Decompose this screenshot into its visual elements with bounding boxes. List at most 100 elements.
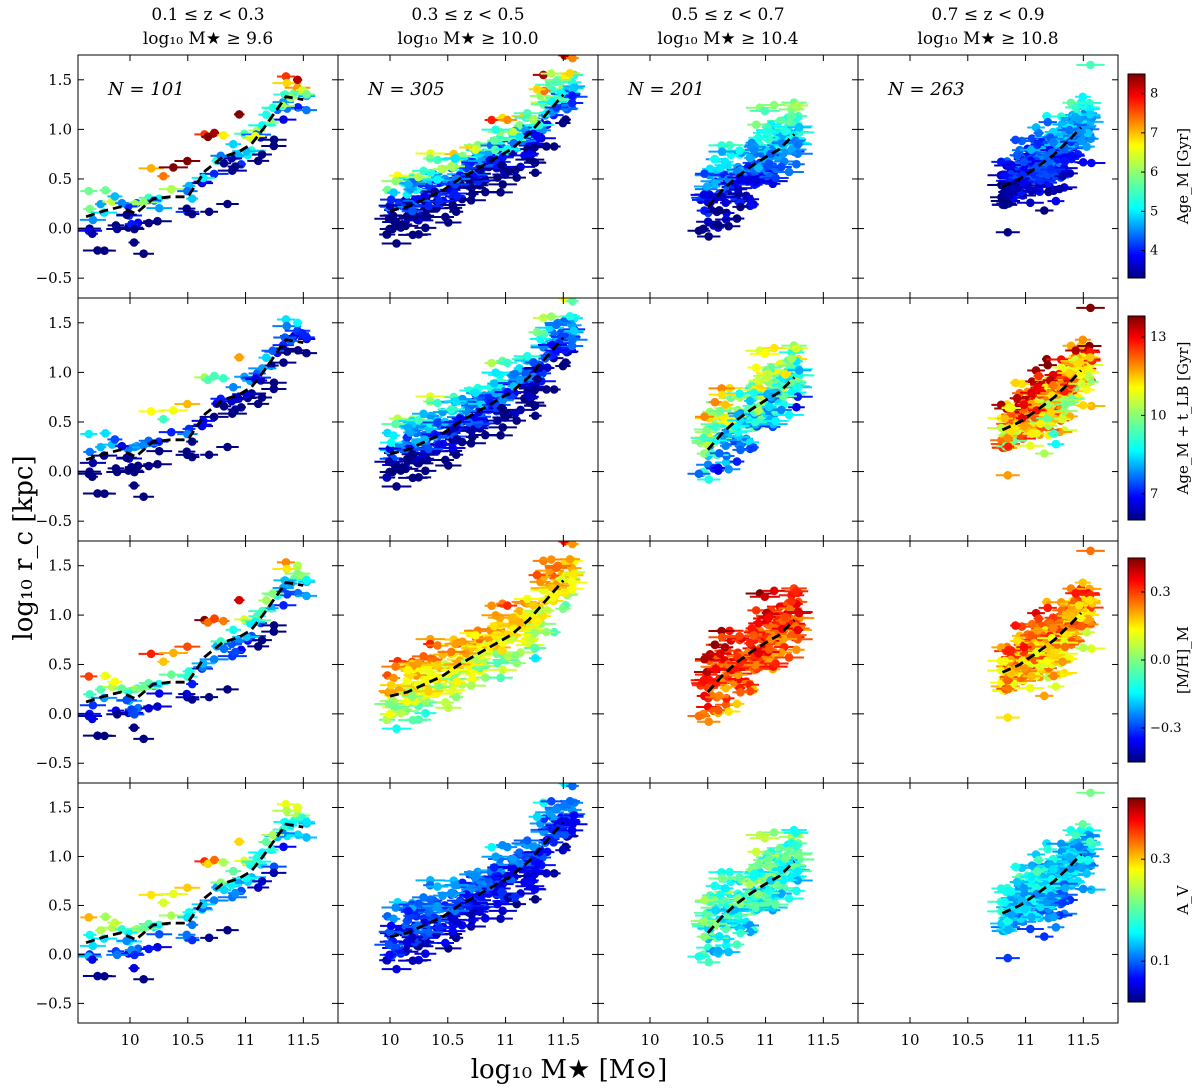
scatter-points [687,98,815,241]
data-point [1049,380,1058,390]
data-point [503,601,512,610]
data-point [569,83,579,93]
data-point [183,156,192,166]
data-point [269,141,279,151]
data-point [700,206,709,215]
data-point [493,173,502,182]
data-point [461,163,471,173]
data-point [144,461,154,471]
data-point [122,453,131,463]
data-point [187,194,197,203]
data-point [760,349,770,359]
data-point [793,625,803,635]
data-point [101,186,110,195]
data-point [716,406,725,416]
data-point [169,163,178,172]
data-point [539,556,548,566]
data-point [1017,379,1027,389]
data-point [694,469,704,479]
data-point [498,423,508,432]
data-point [530,142,540,152]
data-point [551,320,561,330]
data-point [448,686,457,695]
data-point [228,139,238,149]
data-point [1026,198,1035,208]
data-point [777,648,786,657]
data-point [1071,103,1080,112]
data-point [791,101,801,110]
data-point [529,600,538,610]
data-point [110,677,120,687]
data-point [129,723,139,733]
data-point [253,156,263,166]
data-point [153,459,162,469]
data-point [403,665,413,675]
data-point [421,708,430,718]
data-point [735,389,744,398]
data-point [1027,388,1036,398]
data-point [794,366,804,375]
data-point [302,348,311,358]
sample-size-label: N = 305 [367,79,445,100]
panel-r2-c3 [597,297,859,542]
data-point [452,192,462,201]
data-point [1034,371,1043,381]
data-point [100,489,109,498]
data-point [87,229,97,239]
data-point [532,570,542,580]
data-point [542,142,551,151]
data-point [88,215,98,225]
data-point [279,358,288,367]
data-point [1065,125,1074,135]
data-point [568,541,577,549]
data-point [724,221,733,231]
data-point [447,405,456,414]
data-point [261,110,271,119]
data-point [139,492,148,501]
data-point [1049,137,1058,147]
data-point [219,131,228,140]
data-point [715,691,724,700]
data-point [110,435,120,444]
data-point [1043,157,1053,166]
data-point [389,188,398,197]
data-point [717,626,726,636]
data-point [421,466,430,476]
data-point [567,334,577,343]
data-point [754,619,763,628]
data-point [1082,385,1092,394]
data-point [1049,186,1058,195]
data-point [302,90,311,99]
data-point [754,649,763,658]
data-point [100,731,109,741]
data-point [720,400,730,410]
data-point [530,643,539,653]
data-point [1078,157,1088,167]
sample-size-label: N = 101 [107,79,185,100]
data-point [749,145,759,155]
data-point [122,695,131,705]
data-point [745,201,755,211]
data-point [407,692,417,701]
data-point [498,180,508,189]
data-point [187,437,197,446]
sample-size-label: N = 263 [887,79,965,100]
data-point [112,224,122,234]
data-point [183,642,192,651]
data-point [567,577,577,586]
data-point [546,312,556,321]
data-point [234,110,244,119]
data-point [1085,110,1095,119]
data-point [129,238,139,247]
data-point [451,207,461,217]
data-point [261,596,271,605]
data-point [565,69,575,78]
data-point [257,393,267,402]
data-point [1019,157,1029,166]
data-point [187,695,197,704]
panel-r2-c4 [857,297,1119,542]
y-tick-label: 0.5 [48,413,72,431]
data-point [754,163,763,173]
data-point [491,125,500,134]
data-point [525,635,535,644]
